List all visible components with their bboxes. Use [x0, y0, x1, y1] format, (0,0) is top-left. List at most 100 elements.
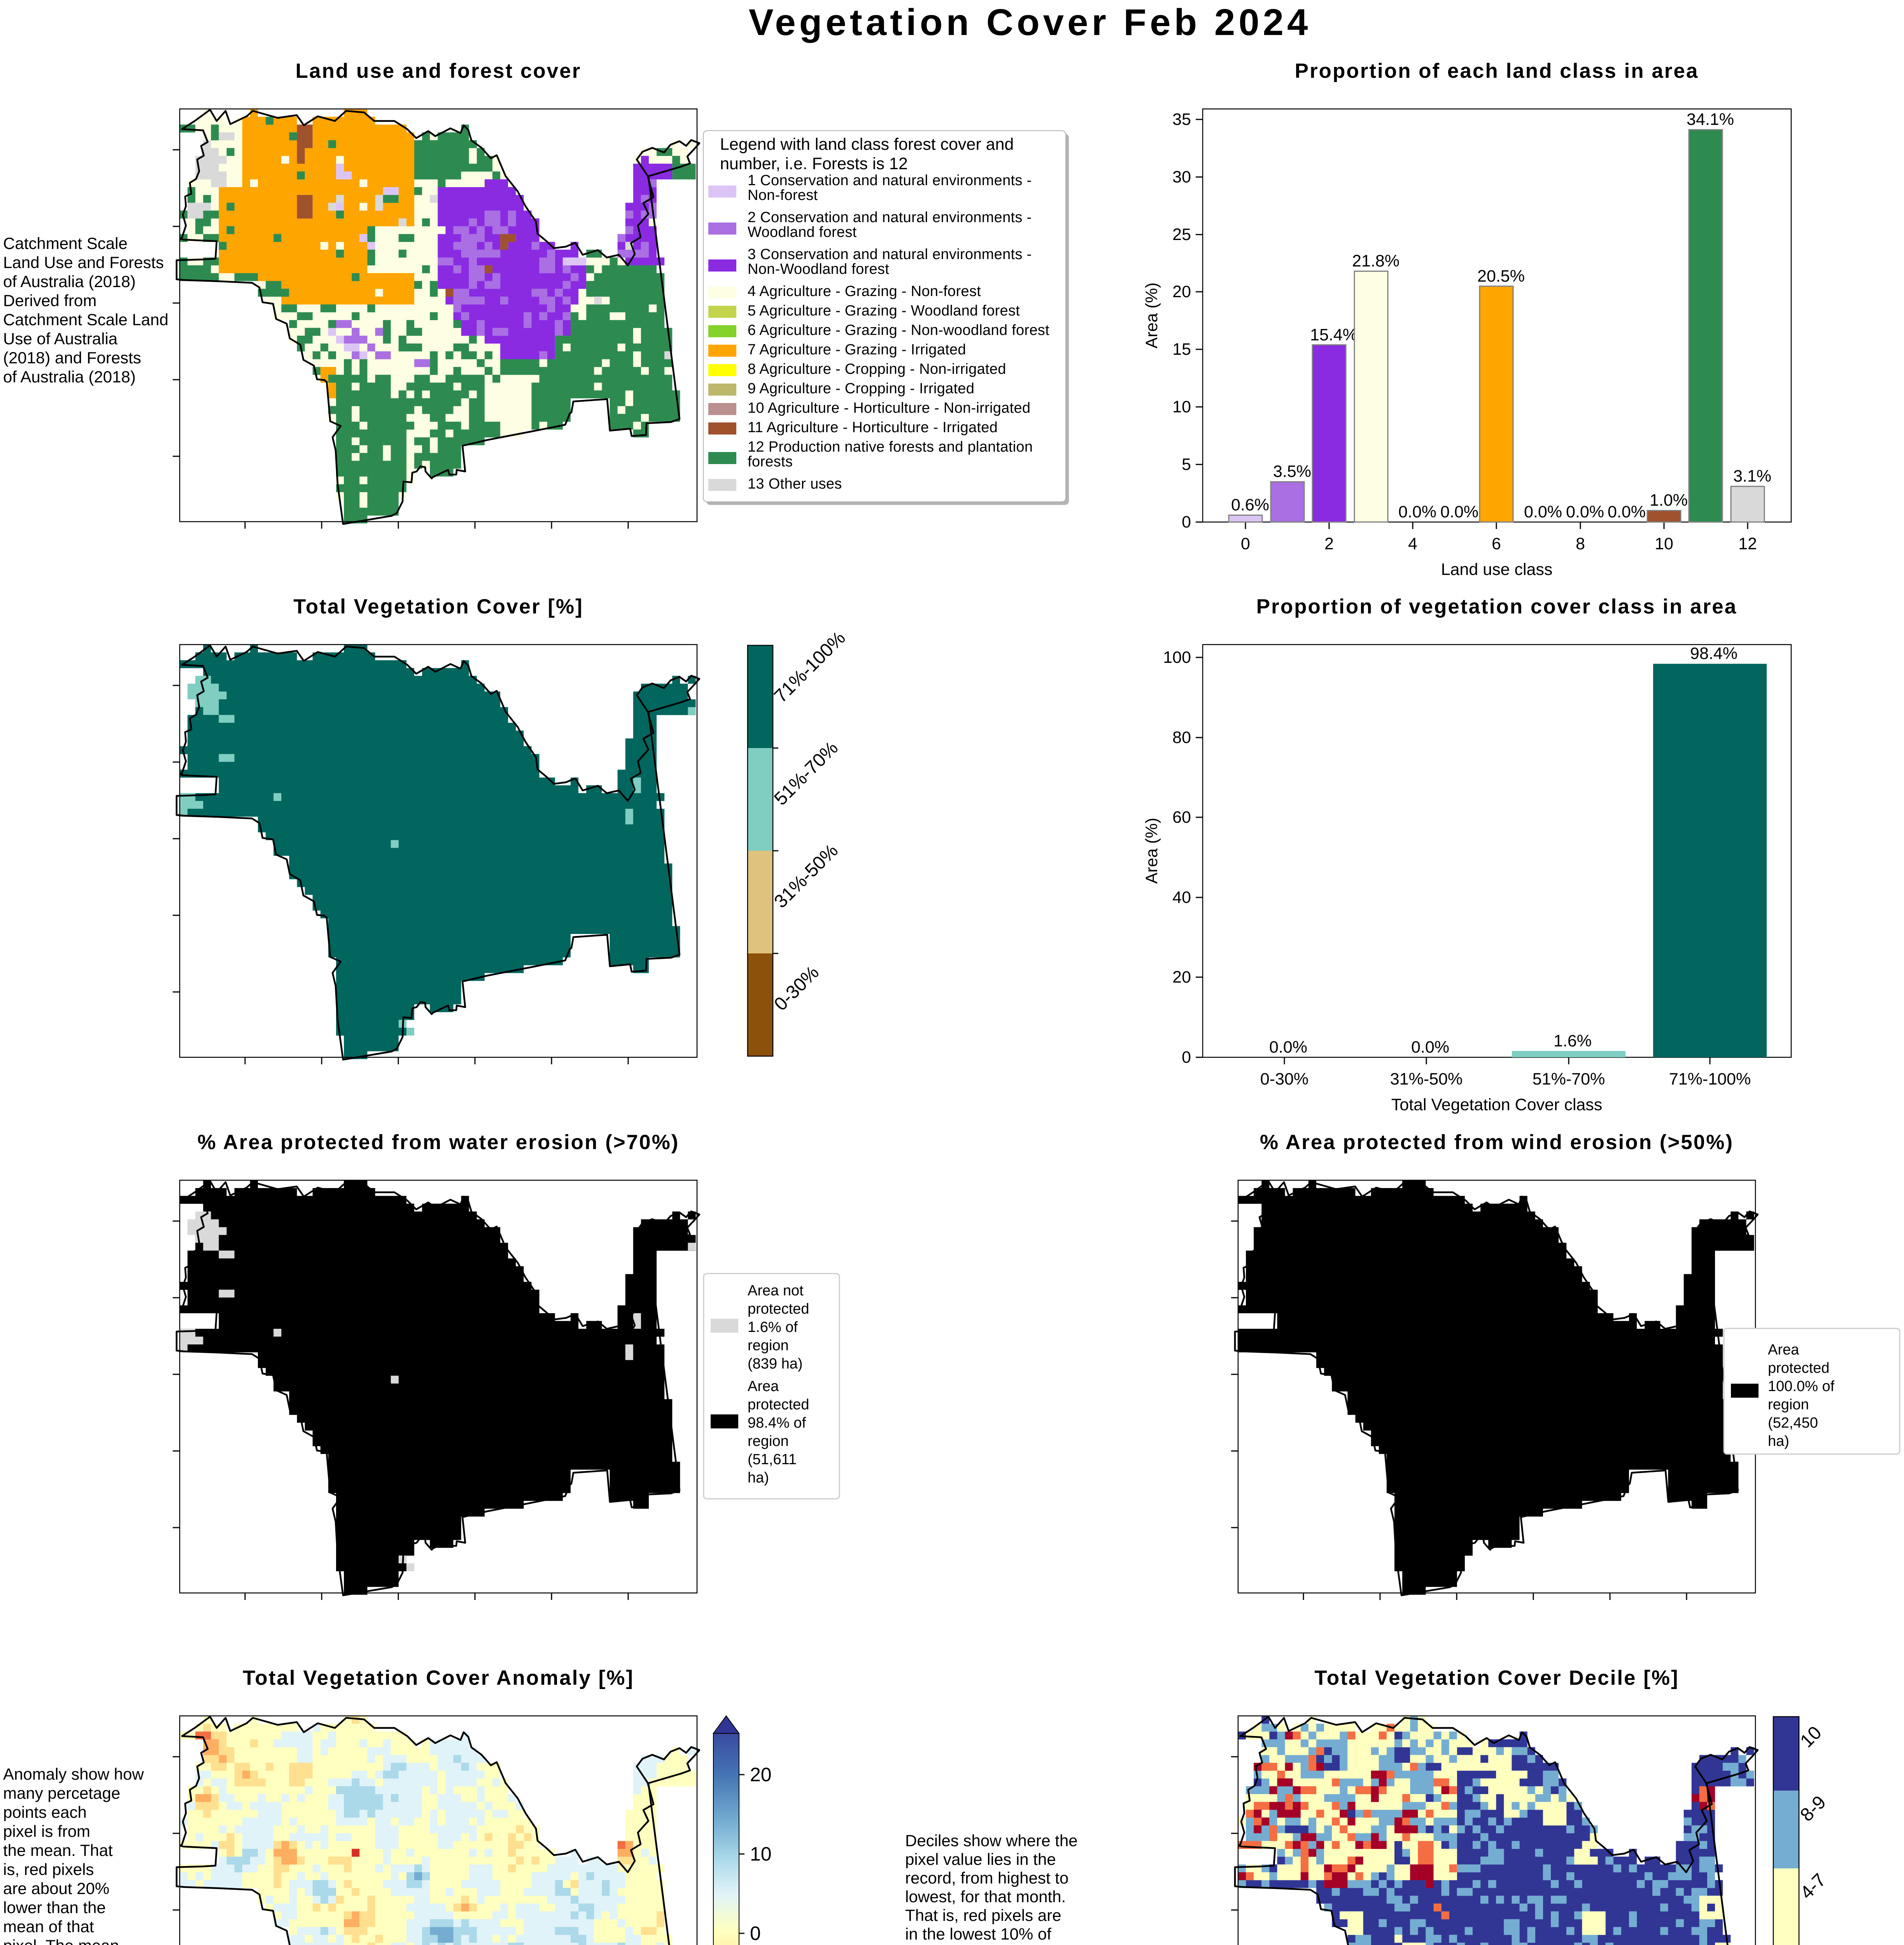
svg-text:region: region — [1768, 1397, 1809, 1413]
svg-text:Area (%): Area (%) — [1142, 818, 1161, 884]
svg-text:% Area protected from wind ero: % Area protected from wind erosion (>50%… — [1260, 1131, 1734, 1154]
svg-text:protected: protected — [748, 1397, 809, 1413]
svg-text:25: 25 — [1172, 225, 1191, 244]
svg-text:30: 30 — [1172, 168, 1191, 186]
svg-text:4: 4 — [1408, 534, 1417, 553]
svg-text:5: 5 — [1182, 455, 1191, 474]
svg-text:10: 10 — [1655, 534, 1673, 553]
svg-text:21.8%: 21.8% — [1352, 252, 1400, 270]
svg-text:ha): ha) — [1768, 1433, 1789, 1449]
svg-text:0.0%: 0.0% — [1524, 503, 1562, 521]
svg-text:2: 2 — [1324, 534, 1334, 553]
svg-text:34.1%: 34.1% — [1687, 110, 1734, 129]
svg-text:3.1%: 3.1% — [1733, 467, 1771, 485]
svg-text:Area (%): Area (%) — [1142, 282, 1161, 349]
svg-text:20: 20 — [1172, 282, 1191, 301]
svg-text:0.6%: 0.6% — [1231, 496, 1269, 514]
svg-text:(839 ha): (839 ha) — [748, 1356, 803, 1372]
svg-text:the mean. That: the mean. That — [3, 1841, 113, 1859]
svg-text:number, i.e. Forests is 12: number, i.e. Forests is 12 — [720, 154, 908, 173]
svg-text:Land Use and Forests: Land Use and Forests — [3, 253, 164, 272]
svg-text:3.5%: 3.5% — [1273, 462, 1311, 481]
svg-text:0: 0 — [1182, 513, 1191, 531]
svg-text:lowest, for that month.: lowest, for that month. — [905, 1887, 1066, 1906]
svg-text:10 Agriculture - Horticulture: 10 Agriculture - Horticulture - Non-irri… — [748, 400, 1030, 416]
svg-text:15.4%: 15.4% — [1310, 326, 1357, 344]
svg-text:are about 20%: are about 20% — [3, 1879, 109, 1898]
svg-text:5 Agriculture - Grazing - Wood: 5 Agriculture - Grazing - Woodland fores… — [748, 303, 1020, 319]
svg-text:Proportion of each land class: Proportion of each land class in area — [1295, 60, 1699, 82]
svg-text:8 Agriculture - Cropping - Non: 8 Agriculture - Cropping - Non-irrigated — [748, 361, 1006, 377]
svg-text:31%-50%: 31%-50% — [1390, 1070, 1463, 1088]
svg-text:0: 0 — [750, 1922, 761, 1944]
svg-text:1 Conservation and natural env: 1 Conservation and natural environments … — [748, 172, 1032, 189]
svg-text:20: 20 — [1172, 968, 1191, 987]
svg-text:region: region — [748, 1337, 789, 1354]
svg-text:Total Vegetation Cover Decile: Total Vegetation Cover Decile [%] — [1314, 1666, 1679, 1689]
svg-text:Non-Woodland forest: Non-Woodland forest — [748, 261, 889, 277]
svg-text:of Australia (2018): of Australia (2018) — [3, 272, 136, 291]
svg-text:0-30%: 0-30% — [1260, 1070, 1308, 1088]
svg-text:records for that month of: records for that month of — [905, 1943, 1083, 1945]
svg-text:20.5%: 20.5% — [1477, 267, 1525, 286]
svg-text:13 Other uses: 13 Other uses — [748, 476, 842, 492]
svg-text:That is, red pixels are: That is, red pixels are — [905, 1906, 1061, 1924]
svg-text:Area: Area — [1768, 1342, 1799, 1358]
svg-text:Area not: Area not — [748, 1283, 804, 1299]
svg-text:(51,611: (51,611 — [748, 1451, 797, 1468]
svg-text:1.6% of: 1.6% of — [748, 1319, 798, 1335]
svg-text:mean of that: mean of that — [3, 1917, 94, 1936]
svg-text:region: region — [748, 1433, 789, 1449]
svg-text:protected: protected — [1768, 1360, 1829, 1376]
svg-text:35: 35 — [1172, 110, 1191, 129]
svg-text:points each: points each — [3, 1803, 87, 1821]
svg-text:3 Conservation and natural env: 3 Conservation and natural environments … — [748, 246, 1032, 263]
svg-text:protected: protected — [748, 1301, 809, 1317]
svg-text:6 Agriculture - Grazing - Non-: 6 Agriculture - Grazing - Non-woodland f… — [748, 322, 1049, 338]
svg-text:51%-70%: 51%-70% — [1533, 1070, 1605, 1088]
svg-text:Derived from: Derived from — [3, 291, 96, 310]
svg-text:is, red pixels: is, red pixels — [3, 1860, 94, 1878]
svg-text:Vegetation Cover Feb 2024: Vegetation Cover Feb 2024 — [749, 2, 1312, 43]
svg-text:pixel. The mean: pixel. The mean — [3, 1936, 119, 1945]
svg-text:of Australia (2018): of Australia (2018) — [3, 368, 136, 386]
svg-text:Anomaly show how: Anomaly show how — [3, 1765, 144, 1783]
svg-text:0.0%: 0.0% — [1566, 503, 1604, 521]
svg-text:(2018) and Forests: (2018) and Forests — [3, 349, 141, 367]
svg-text:8: 8 — [1576, 534, 1585, 553]
svg-text:98.4%: 98.4% — [1690, 644, 1738, 663]
svg-text:pixel value lies in the: pixel value lies in the — [905, 1850, 1056, 1868]
svg-text:Catchment Scale: Catchment Scale — [3, 234, 128, 252]
svg-text:Catchment Scale Land: Catchment Scale Land — [3, 310, 168, 329]
svg-text:0.0%: 0.0% — [1411, 1038, 1449, 1057]
svg-text:% Area protected from water er: % Area protected from water erosion (>70… — [198, 1131, 680, 1154]
svg-text:0.0%: 0.0% — [1398, 503, 1436, 521]
svg-text:80: 80 — [1172, 728, 1191, 747]
svg-text:100.0% of: 100.0% of — [1768, 1378, 1835, 1395]
svg-text:9 Agriculture - Cropping - Irr: 9 Agriculture - Cropping - Irrigated — [748, 380, 974, 397]
svg-text:40: 40 — [1172, 888, 1191, 907]
svg-text:4 Agriculture - Grazing - Non-: 4 Agriculture - Grazing - Non-forest — [748, 283, 981, 300]
svg-text:Total Vegetation Cover Anomaly: Total Vegetation Cover Anomaly [%] — [243, 1666, 634, 1689]
svg-text:(52,450: (52,450 — [1768, 1415, 1818, 1431]
svg-text:Proportion of vegetation cover: Proportion of vegetation cover class in … — [1256, 595, 1738, 618]
svg-text:1.0%: 1.0% — [1650, 491, 1688, 510]
svg-text:Total Vegetation Cover class: Total Vegetation Cover class — [1391, 1095, 1603, 1114]
svg-text:Woodland forest: Woodland forest — [748, 224, 857, 240]
svg-text:0.0%: 0.0% — [1608, 503, 1646, 521]
svg-text:100: 100 — [1163, 648, 1191, 667]
svg-text:12: 12 — [1738, 534, 1757, 553]
svg-text:Land use and forest cover: Land use and forest cover — [296, 60, 582, 82]
svg-text:0.0%: 0.0% — [1440, 503, 1478, 521]
svg-text:71%-100%: 71%-100% — [1669, 1070, 1751, 1088]
svg-text:15: 15 — [1172, 340, 1191, 359]
svg-text:0.0%: 0.0% — [1269, 1038, 1307, 1057]
svg-text:60: 60 — [1172, 808, 1191, 827]
svg-text:0: 0 — [1241, 534, 1250, 553]
svg-text:11 Agriculture - Horticulture: 11 Agriculture - Horticulture - Irrigate… — [748, 419, 998, 436]
svg-text:12 Production native forests a: 12 Production native forests and plantat… — [748, 439, 1033, 455]
svg-text:7 Agriculture - Grazing - Irri: 7 Agriculture - Grazing - Irrigated — [748, 342, 966, 358]
svg-text:Land use class: Land use class — [1441, 560, 1553, 579]
svg-text:forests: forests — [748, 454, 793, 470]
svg-text:10: 10 — [750, 1843, 772, 1865]
